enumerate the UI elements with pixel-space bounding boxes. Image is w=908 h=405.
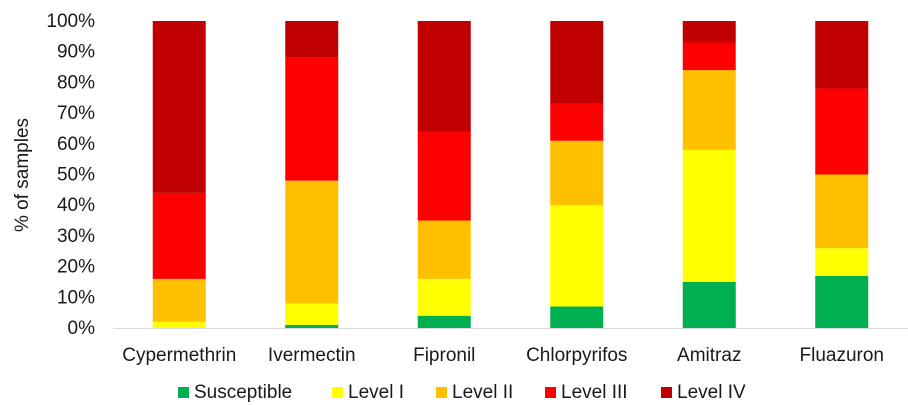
bar-segment (152, 278, 206, 322)
bar-segment (550, 306, 604, 328)
x-axis-labels: Cypermethrin Ivermectin Fipronil Chlorpyrif… (122, 345, 884, 366)
x-tick-label: Fipronil (413, 345, 475, 366)
bar-segment (417, 220, 471, 279)
bar-segment (285, 324, 339, 328)
y-tick-label: 0% (68, 318, 96, 339)
x-tick-label: Cypermethrin (122, 345, 236, 366)
y-tick-label: 100% (46, 11, 95, 32)
bar-segment (815, 248, 869, 276)
legend-swatch (178, 387, 189, 398)
legend-swatch (545, 387, 556, 398)
y-tick-label: 10% (57, 287, 95, 308)
bar-segment (152, 321, 206, 328)
bar-segment (682, 281, 736, 328)
y-axis-ticks: 0% 10% 20% 30% 40% 50% 60% 70% 80% 90% 100% (46, 11, 95, 339)
bar-segment (152, 192, 206, 279)
y-tick-label: 20% (57, 257, 95, 278)
y-tick-label: 70% (57, 103, 95, 124)
y-tick-label: 60% (57, 134, 95, 155)
bar-segment (417, 278, 471, 316)
legend-swatch (661, 387, 672, 398)
bar-segment (417, 131, 471, 221)
bar-segment (815, 174, 869, 249)
x-tick-label: Chlorpyrifos (526, 345, 627, 366)
bar-segment (550, 140, 604, 206)
legend-label: Susceptible (194, 382, 292, 403)
bar-segment (285, 57, 339, 181)
legend-label: Level III (561, 382, 628, 403)
legend-label: Level IV (677, 382, 746, 403)
bar-segment (550, 205, 604, 307)
bar-segment (682, 42, 736, 71)
bar-segment (682, 21, 736, 43)
y-axis-label-group: % of samples (12, 118, 33, 232)
bar-segment (815, 275, 869, 328)
bar-segment (682, 70, 736, 150)
bar-segment (550, 103, 604, 141)
x-tick-label: Fluazuron (800, 345, 885, 366)
bars (152, 21, 869, 328)
bar-segment (285, 21, 339, 58)
bar-segment (285, 180, 339, 304)
y-axis-label: % of samples (12, 118, 33, 232)
y-tick-label: 30% (57, 226, 95, 247)
y-tick-label: 50% (57, 165, 95, 186)
legend: Susceptible Level I Level II Level III Level… (178, 382, 746, 403)
bar-segment (815, 21, 869, 89)
y-tick-label: 90% (57, 42, 95, 63)
legend-swatch (436, 387, 447, 398)
bar-segment (152, 21, 206, 193)
bar-segment (417, 315, 471, 328)
bar-segment (285, 303, 339, 325)
x-tick-label: Ivermectin (268, 345, 356, 366)
bar-segment (815, 88, 869, 175)
bar-segment (417, 21, 471, 132)
legend-label: Level II (452, 382, 513, 403)
legend-swatch (332, 387, 343, 398)
bar-segment (682, 149, 736, 282)
bar-segment (550, 21, 604, 104)
x-tick-label: Amitraz (677, 345, 741, 366)
legend-label: Level I (348, 382, 404, 403)
y-tick-label: 40% (57, 195, 95, 216)
y-tick-label: 80% (57, 72, 95, 93)
